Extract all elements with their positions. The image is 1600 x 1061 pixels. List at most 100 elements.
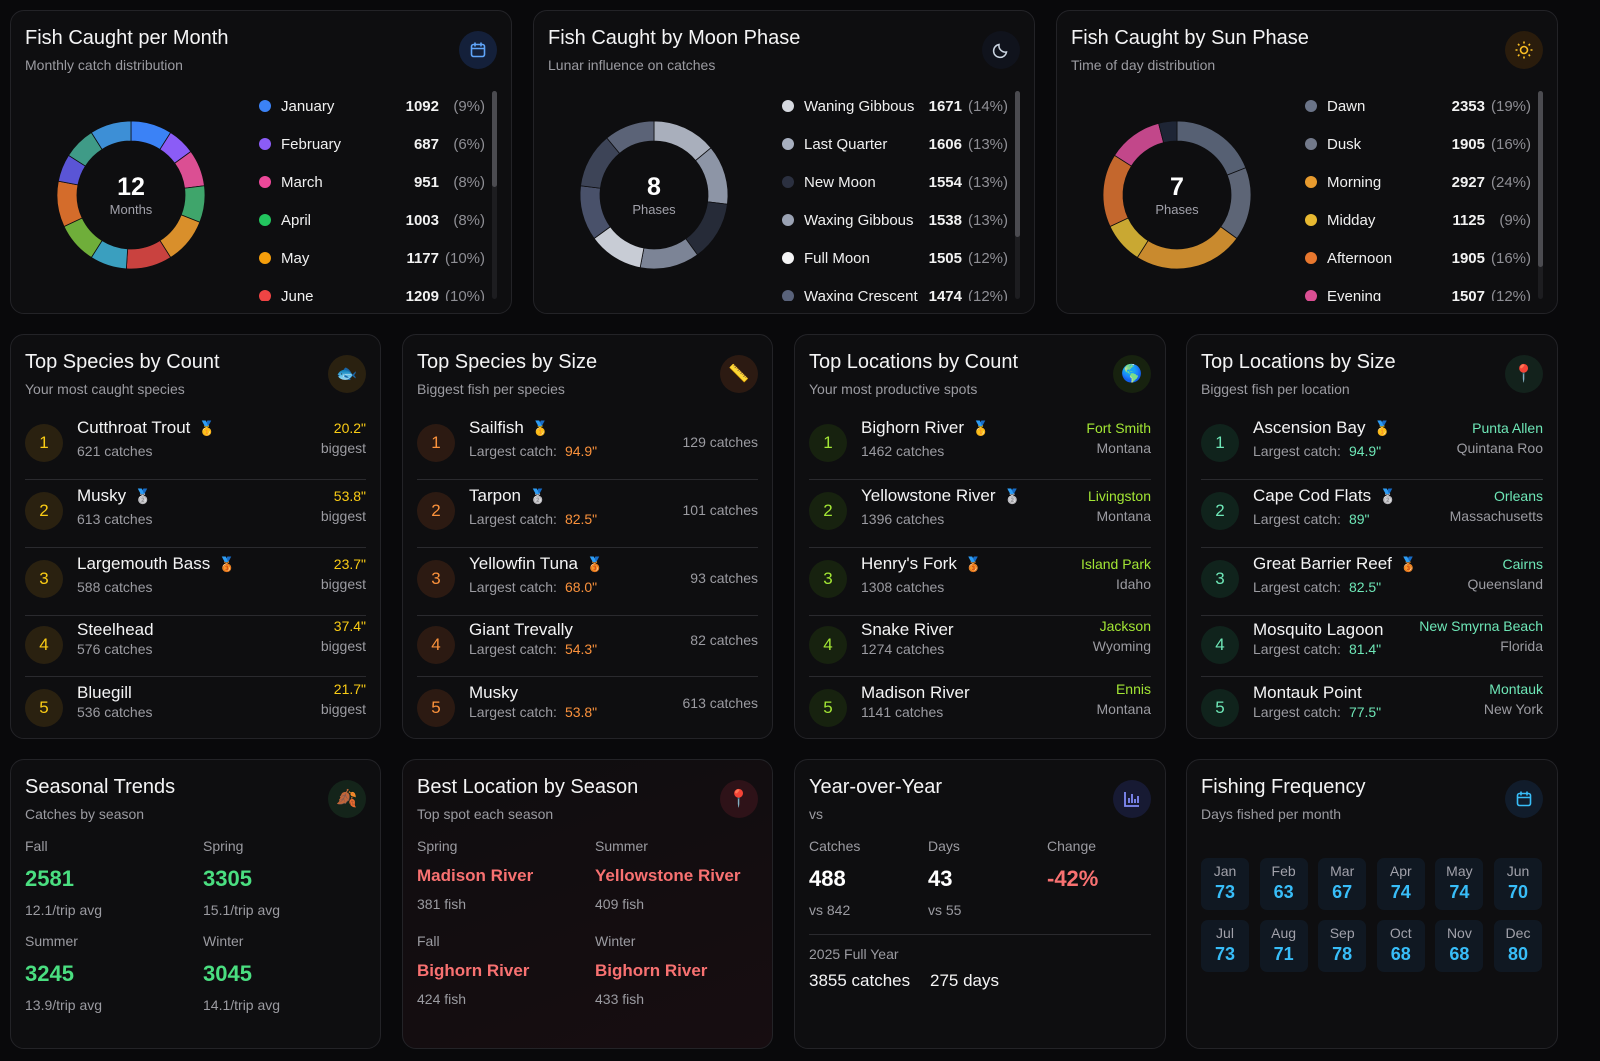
legend-label: Morning [1327,173,1382,191]
list-item[interactable]: 5 Bluegill 536 catches 21.7" biggest [25,677,366,738]
legend-item[interactable]: January 1092 (9%) [259,95,485,117]
legend-item[interactable]: Waxing Crescent 1474 (12%) [782,285,1008,301]
legend-item[interactable]: Dawn 2353 (19%) [1305,95,1531,117]
legend-percent: (8%) [453,173,485,191]
month-tile[interactable]: Mar 67 [1318,858,1367,910]
legend-scrollbar[interactable] [492,91,497,299]
yoy-stat: Catches 488 vs 842 [809,838,924,918]
list-item[interactable]: 2 Yellowstone River 🥈 1396 catches Livingsto… [809,480,1151,548]
month-tile[interactable]: Dec 80 [1494,920,1542,972]
month-tile[interactable]: Aug 71 [1259,920,1308,972]
month-tile[interactable]: Jan 73 [1201,858,1249,910]
month-tile[interactable]: Jun 70 [1494,858,1542,910]
list-item[interactable]: 1 Cutthroat Trout 🥇 621 catches 20.2" biggest [25,412,366,480]
legend-item[interactable]: May 1177 (10%) [259,247,485,269]
list-item[interactable]: 5 Musky Largest catch: 53.8" 613 catches [417,677,759,738]
item-subtitle: Largest catch: 77.5" [1253,704,1381,720]
list-item[interactable]: 3 Henry's Fork 🥉 1308 catches Island Park Ida… [809,548,1151,616]
month-tile[interactable]: Nov 68 [1435,920,1484,972]
list-item[interactable]: 3 Great Barrier Reef 🥉 Largest catch: 82.5" C… [1201,548,1543,616]
rank-badge: 1 [1201,424,1239,462]
legend-item[interactable]: June 1209 (10%) [259,285,485,301]
list-item[interactable]: 3 Largemouth Bass 🥉 588 catches 23.7" biggest [25,548,366,616]
season-cell: Fall Bighorn River 424 fish [417,933,587,1007]
list-item[interactable]: 1 Bighorn River 🥇 1462 catches Fort Smith Mon… [809,412,1151,480]
legend-item[interactable]: Waxing Gibbous 1538 (13%) [782,209,1008,231]
item-right-primary: 53.8" [333,488,366,504]
list-item[interactable]: 3 Yellowfin Tuna 🥉 Largest catch: 68.0" 93 ca… [417,548,758,616]
legend-percent: (12%) [1491,287,1531,302]
list-item[interactable]: 5 Montauk Point Largest catch: 77.5" Montauk… [1201,677,1543,738]
list-item[interactable]: 2 Musky 🥈 613 catches 53.8" biggest [25,480,366,548]
item-name-text: Cape Cod Flats [1253,486,1372,505]
catch-count: 613 catches [682,695,759,711]
donut-chart [1102,120,1252,270]
legend-item[interactable]: Last Quarter 1606 (13%) [782,133,1008,155]
legend-item[interactable]: Afternoon 1905 (16%) [1305,247,1531,269]
legend-item[interactable]: April 1003 (8%) [259,209,485,231]
legend-item[interactable]: Evening 1507 (12%) [1305,285,1531,301]
legend-percent: (13%) [968,211,1008,229]
days-value: 68 [1449,944,1470,964]
item-name-text: Bighorn River [861,418,964,437]
legend-dot [782,214,794,226]
list-item[interactable]: 1 Ascension Bay 🥇 Largest catch: 94.9" Punta … [1201,412,1543,480]
list-item[interactable]: 2 Tarpon 🥈 Largest catch: 82.5" 101 catches [417,480,758,548]
list-item[interactable]: 4 Giant Trevally Largest catch: 54.3" 82 cat… [417,614,758,677]
donut-segment[interactable] [1158,120,1178,144]
item-subtitle: 613 catches [77,511,153,527]
month-tile[interactable]: Feb 63 [1259,858,1308,910]
legend-scrollbar[interactable] [1015,91,1020,299]
month-tile[interactable]: Jul 73 [1201,920,1249,972]
legend-scrollbar[interactable] [1538,91,1543,299]
item-name: Henry's Fork 🥉 [861,554,982,574]
month-tile[interactable]: Oct 68 [1376,920,1425,972]
donut-segment[interactable] [90,120,132,150]
season-cell: Summer Yellowstone River 409 fish [595,838,765,912]
card-title: Fish Caught by Moon Phase [548,27,801,49]
legend-item[interactable]: Full Moon 1505 (12%) [782,247,1008,269]
legend-dot [1305,100,1317,112]
season-cell: Fall 2581 12.1/trip avg [25,838,195,918]
scrollbar-thumb[interactable] [492,91,497,187]
month-tile[interactable]: May 74 [1435,858,1484,910]
scrollbar-thumb[interactable] [1538,91,1543,267]
legend-value: 1671 [928,97,962,115]
item-subtitle: Largest catch: 82.5" [1253,579,1381,595]
card-title: Year-over-Year [809,776,943,798]
legend-label: February [281,135,342,153]
legend-label: June [281,287,314,302]
legend-item[interactable]: Dusk 1905 (16%) [1305,133,1531,155]
item-subtitle: 536 catches [77,704,153,720]
legend-item[interactable]: March 951 (8%) [259,171,485,193]
donut-segment[interactable] [606,120,655,154]
days-value: 78 [1332,944,1353,964]
legend-item[interactable]: Midday 1125 (9%) [1305,209,1531,231]
pin-icon: 📍 [720,780,758,818]
legend-item[interactable]: February 687 (6%) [259,133,485,155]
days-value: 73 [1214,882,1236,902]
scrollbar-thumb[interactable] [1015,91,1020,237]
list-item[interactable]: 1 Sailfish 🥇 Largest catch: 94.9" 129 catches [417,412,758,480]
legend-dot [259,252,271,264]
legend-item[interactable]: Morning 2927 (24%) [1305,171,1531,193]
legend-item[interactable]: Waning Gibbous 1671 (14%) [782,95,1008,117]
month-tile[interactable]: Sep 78 [1318,920,1367,972]
list-item[interactable]: 4 Mosquito Lagoon Largest catch: 81.4" New S… [1201,614,1543,677]
list-item[interactable]: 4 Steelhead 576 catches 37.4" biggest [25,614,366,677]
month-tile[interactable]: Apr 74 [1376,858,1425,910]
list-item[interactable]: 4 Snake River 1274 catches Jackson Wyoming [809,614,1151,677]
list-item[interactable]: 2 Cape Cod Flats 🥈 Largest catch: 89" Orleans… [1201,480,1543,548]
sun-icon [1505,31,1543,69]
legend-value: 2353 [1451,97,1485,115]
list-item[interactable]: 5 Madison River 1141 catches Ennis Montana [809,677,1151,738]
month-label: May [1446,863,1473,879]
center-label: Phases [1155,202,1199,217]
donut-chart [579,120,729,270]
catch-count: 82 catches [690,632,758,648]
days-value: 68 [1390,944,1411,964]
legend-item[interactable]: New Moon 1554 (13%) [782,171,1008,193]
season-subtext: 381 fish [417,896,467,912]
legend-label: Dawn [1327,97,1366,115]
stat-value: -42% [1047,866,1099,891]
